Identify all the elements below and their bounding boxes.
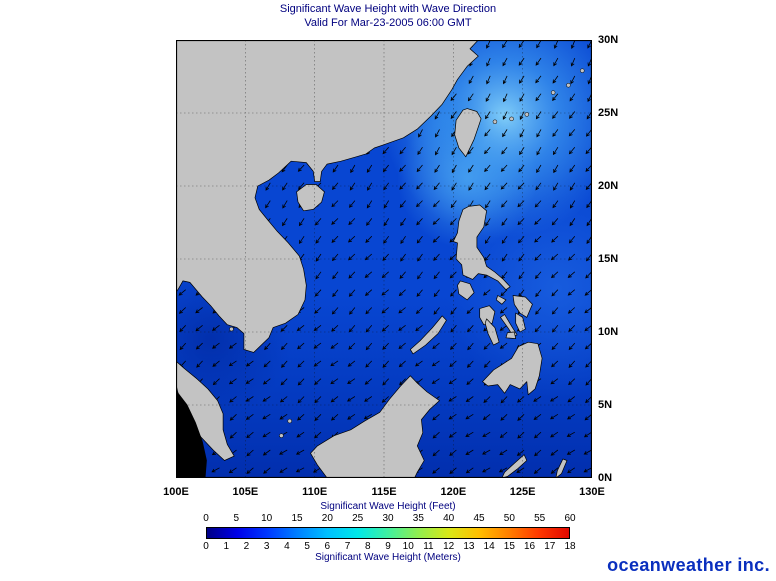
lon-tick-130E: 130E	[579, 486, 605, 498]
meters-tick-15: 15	[503, 541, 515, 552]
meters-tick-5: 5	[304, 541, 310, 552]
lat-tick-10N: 10N	[598, 326, 619, 338]
feet-tick-25: 25	[352, 513, 364, 524]
lon-tick-105E: 105E	[232, 486, 259, 498]
feet-tick-50: 50	[503, 513, 515, 524]
feet-tick-60: 60	[564, 513, 576, 524]
meters-tick-16: 16	[523, 541, 536, 552]
meters-tick-4: 4	[284, 541, 290, 552]
feet-tick-35: 35	[412, 513, 424, 524]
meters-tick-14: 14	[483, 541, 495, 552]
feet-tick-5: 5	[233, 513, 240, 524]
meters-tick-3: 3	[263, 541, 270, 552]
feet-tick-40: 40	[443, 513, 455, 524]
map-canvas	[176, 40, 592, 478]
lon-tick-125E: 125E	[509, 486, 536, 498]
colorbar-feet-label: Significant Wave Height (Feet)	[320, 501, 456, 512]
meters-tick-13: 13	[463, 541, 475, 552]
meters-tick-9: 9	[385, 541, 391, 552]
oceanweather-logo: oceanweather inc.	[607, 555, 770, 575]
meters-tick-11: 11	[423, 541, 434, 552]
meters-tick-2: 2	[243, 541, 250, 552]
meters-tick-8: 8	[364, 541, 371, 552]
feet-tick-20: 20	[321, 513, 333, 524]
lat-tick-30N: 30N	[598, 34, 619, 46]
chart-title: Significant Wave Height with Wave Direct…	[279, 3, 497, 15]
meters-tick-18: 18	[564, 541, 576, 552]
meters-tick-12: 12	[443, 541, 455, 552]
meters-tick-0: 0	[203, 541, 209, 552]
lat-tick-20N: 20N	[598, 180, 619, 192]
meters-tick-1: 1	[223, 541, 229, 552]
meters-tick-7: 7	[344, 541, 351, 552]
lon-tick-110E: 110E	[302, 486, 328, 498]
lat-tick-25N: 25N	[598, 107, 619, 119]
feet-tick-10: 10	[261, 513, 273, 524]
lon-tick-115E: 115E	[371, 486, 397, 498]
colorbar-meters-label: Significant Wave Height (Meters)	[315, 552, 461, 563]
lon-tick-120E: 120E	[440, 486, 467, 498]
chart-subtitle: Valid For Mar-23-2005 06:00 GMT	[304, 17, 472, 29]
feet-tick-0: 0	[203, 513, 209, 524]
meters-tick-10: 10	[402, 541, 414, 552]
feet-tick-55: 55	[534, 513, 546, 524]
feet-tick-30: 30	[382, 513, 394, 524]
lat-tick-15N: 15N	[598, 253, 619, 265]
feet-tick-45: 45	[473, 513, 485, 524]
colorbar-gradient	[206, 527, 570, 539]
lat-tick-0N: 0N	[598, 472, 613, 484]
lon-tick-100E: 100E	[163, 486, 189, 498]
feet-tick-15: 15	[291, 513, 303, 524]
lat-tick-5N: 5N	[598, 399, 613, 411]
meters-tick-6: 6	[324, 541, 331, 552]
meters-tick-17: 17	[544, 541, 556, 552]
